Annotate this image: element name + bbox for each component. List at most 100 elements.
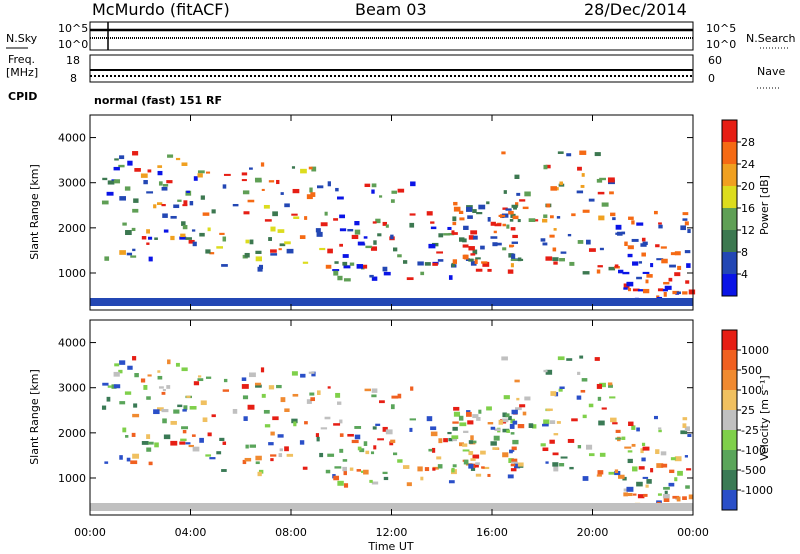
velocity-echo [452,464,457,468]
power-echo [436,251,444,254]
power-echo [157,202,163,206]
power-echo [372,221,377,224]
velocity-echo [143,385,148,390]
power-echo [342,261,348,266]
velocity-echo [623,488,630,492]
velocity-echo [623,492,628,497]
velocity-echo [327,453,335,457]
velocity-colorbar-step [722,470,737,490]
velocity-echo [476,417,481,421]
power-echo [333,270,339,276]
n-search-label: N.Search [746,32,796,45]
velocity-blobs [90,355,694,511]
power-echo [339,214,346,219]
power-echo [327,248,333,254]
velocity-echo [608,384,613,388]
power-echo [516,192,521,196]
velocity-echo [424,467,430,472]
power-echo [357,241,365,246]
velocity-echo [511,461,518,464]
velocity-echo [363,469,369,475]
noise-right-tick-top: 10^5 [706,22,736,35]
velocity-echo [438,438,443,444]
velocity-echo [390,439,396,444]
velocity-echo [113,384,121,389]
power-echo [385,224,389,228]
power-echo [502,207,508,210]
velocity-echo [148,441,154,445]
x-tick-label: 00:00 [677,526,709,539]
velocity-echo [688,494,694,500]
power-colorbar-tick-label: 20 [741,180,755,193]
velocity-echo [474,464,479,468]
power-echo [468,235,474,240]
velocity-echo [621,436,626,440]
power-echo [581,173,585,177]
velocity-echo [502,452,509,458]
velocity-echo [130,460,138,465]
power-echo [337,275,343,281]
power-echo [519,199,526,202]
power-echo [495,242,502,246]
velocity-echo [637,494,645,499]
velocity-echo [569,466,574,470]
velocity-echo [390,404,395,410]
velocity-ytick-label: 1000 [58,472,86,485]
velocity-echo [254,382,262,386]
velocity-echo [682,417,688,421]
power-echo [270,226,276,232]
velocity-echo [531,424,537,429]
velocity-echo [664,490,668,495]
power-echo [189,201,194,206]
power-echo [598,215,605,221]
power-echo [646,274,653,278]
power-echo [304,216,308,220]
velocity-ytick-label: 3000 [58,382,86,395]
velocity-echo [517,424,525,429]
power-echo [559,258,565,262]
power-echo [409,222,415,228]
power-echo [626,281,634,287]
x-tick-label: 00:00 [74,526,106,539]
velocity-echo [351,439,359,444]
power-echo [588,248,596,252]
power-echo [382,266,388,272]
velocity-colorbar-tick-label: -100 [741,444,766,457]
velocity-echo [372,426,377,430]
velocity-echo [514,463,521,469]
power-echo [510,258,518,261]
velocity-echo [284,408,290,412]
power-echo [390,234,394,240]
power-echo [511,204,518,208]
velocity-echo [674,456,682,462]
velocity-echo [682,423,687,428]
velocity-echo [309,392,315,396]
power-echo [474,259,478,264]
power-echo [132,248,136,252]
velocity-colorbar: 1000 500 100 25 -25 -100 -500 -1000 [721,329,773,511]
velocity-echo [597,470,604,475]
velocity-echo [207,432,212,437]
velocity-colorbar-frame [721,329,738,511]
velocity-echo [221,469,227,472]
power-echo [493,230,497,234]
power-echo [147,169,152,173]
power-echo [255,179,262,183]
velocity-echo [397,393,402,399]
power-echo [244,252,250,258]
velocity-echo [452,426,458,431]
power-echo [452,232,458,235]
velocity-echo [383,476,389,481]
power-echo [473,235,478,240]
power-echo [343,278,351,282]
power-echo [343,265,351,269]
velocity-echo [260,367,265,373]
power-echo [143,180,148,185]
velocity-echo [542,447,549,452]
velocity-echo [430,431,438,437]
power-echo [569,261,575,266]
velocity-echo [261,393,266,398]
power-echo [607,177,615,183]
power-echo [674,251,681,256]
